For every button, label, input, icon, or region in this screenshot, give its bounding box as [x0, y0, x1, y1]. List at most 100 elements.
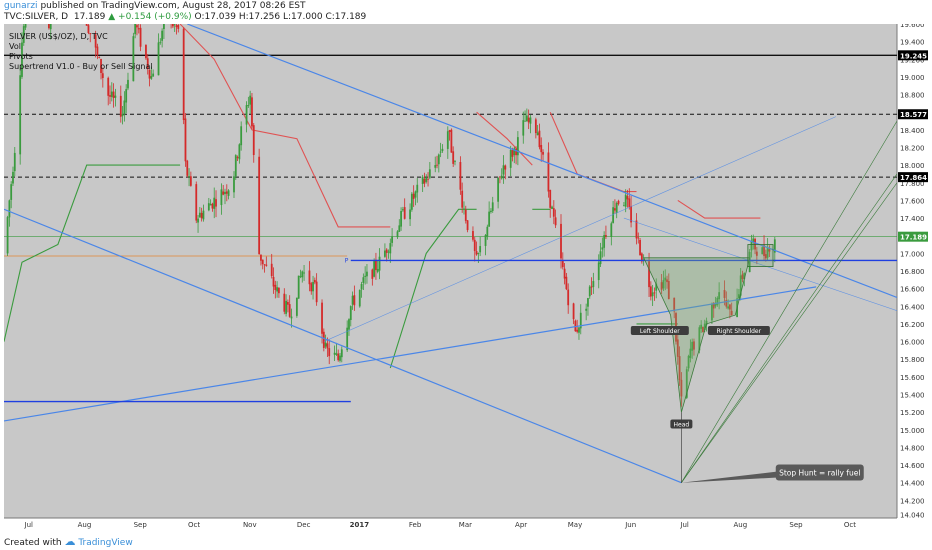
candle-body — [576, 329, 579, 332]
candle-body — [601, 247, 604, 250]
y-tick-label: 14.800 — [900, 444, 925, 452]
candle-body — [188, 176, 190, 177]
candle-body — [640, 253, 643, 262]
candle-body — [177, 25, 180, 29]
y-tick-label: 18.000 — [900, 162, 925, 170]
candle-body — [509, 149, 512, 168]
candle-body — [436, 164, 438, 166]
candle-body — [328, 348, 331, 357]
candle-body — [624, 194, 627, 207]
candle-body — [585, 308, 588, 311]
candle-body — [560, 223, 562, 259]
y-tick-label: 16.000 — [900, 339, 925, 347]
candle-body — [222, 191, 225, 195]
candle-body — [49, 24, 52, 30]
candle-body — [676, 339, 679, 357]
candle-body — [475, 251, 478, 255]
candle-body — [389, 243, 392, 254]
candle-body — [186, 160, 189, 176]
candle-body — [362, 277, 365, 284]
candle-body — [540, 145, 543, 153]
candle-body — [437, 154, 440, 165]
supertrend-line — [389, 208, 477, 369]
candle-body — [101, 73, 104, 78]
symbol-label: TVC:SILVER, D — [4, 12, 69, 22]
candle-body — [565, 276, 568, 290]
candle-body — [227, 190, 230, 196]
annotation-label: Right Shoulder — [717, 328, 762, 335]
candle-body — [107, 77, 110, 96]
candle-body — [260, 254, 262, 261]
annotation-badge — [670, 419, 693, 429]
instrument-title[interactable]: SILVER (US$/OZ), D, TVC — [9, 32, 108, 41]
candle-body — [184, 118, 187, 162]
callout-pointer — [681, 471, 778, 483]
candle-body — [617, 200, 620, 204]
candle-body — [136, 25, 138, 28]
candle-body — [312, 282, 314, 292]
price-level-tag — [898, 231, 928, 242]
trendline — [623, 217, 897, 311]
candle-body — [739, 275, 742, 296]
candle-body — [195, 184, 198, 221]
candle-body — [295, 297, 298, 316]
candle-body — [313, 279, 316, 283]
candle-body — [96, 46, 99, 56]
published-text: published on TradingView.com, August 28,… — [40, 1, 306, 11]
price-level-tag — [898, 109, 928, 120]
candle-body — [603, 235, 606, 248]
candle-body — [125, 89, 128, 103]
candle-body — [421, 176, 424, 184]
candle-body — [450, 129, 453, 153]
candle-body — [321, 302, 323, 334]
candle-body — [346, 327, 349, 351]
candle-body — [610, 223, 613, 237]
candle-body — [85, 24, 88, 26]
y-tick-label: 18.800 — [900, 92, 925, 100]
candle-body — [132, 36, 135, 82]
candle-body — [21, 42, 23, 77]
candle-body — [340, 349, 343, 358]
y-tick-label: 16.200 — [900, 321, 925, 329]
candle-body — [400, 211, 402, 227]
x-tick-label: Oct — [844, 521, 856, 529]
candle-body — [464, 209, 467, 221]
candle-body — [326, 343, 329, 349]
y-tick-label: 19.400 — [900, 39, 925, 47]
candle-body — [378, 256, 381, 271]
candle-body — [278, 287, 280, 294]
candle-body — [491, 202, 494, 211]
supertrend-indicator-label[interactable]: Supertrend V1.0 - Buy or Sell Signal — [9, 62, 153, 71]
fan-line — [681, 182, 897, 483]
candle-body — [461, 190, 464, 208]
candle-body — [412, 193, 415, 199]
plot-background — [4, 24, 897, 518]
candle-body — [626, 196, 629, 200]
candle-body — [552, 208, 555, 217]
volume-indicator-label[interactable]: Vol — [9, 42, 21, 51]
candle-body — [213, 197, 216, 209]
price-chart[interactable]: P Left Shoulder Head Right Shoulder Stop Hun… — [4, 24, 928, 530]
candle-body — [572, 303, 575, 320]
candle-body — [764, 254, 767, 259]
candle-body — [678, 356, 681, 381]
candle-body — [182, 28, 185, 120]
candle-body — [123, 100, 126, 114]
candle-body — [714, 302, 717, 307]
candle-body — [366, 271, 368, 277]
candle-body — [479, 246, 482, 253]
y-tick-label: 14.040 — [900, 511, 925, 519]
price-level-label: 17.189 — [900, 234, 927, 242]
candle-body — [687, 355, 690, 369]
author-link[interactable]: gunarzi — [4, 1, 38, 11]
open-value: O:17.039 — [194, 12, 236, 22]
candle-body — [466, 220, 469, 231]
pivots-indicator-label[interactable]: Pivots — [9, 52, 33, 61]
consolidation-box — [747, 244, 774, 267]
candle-body — [119, 95, 122, 117]
candle-body — [375, 259, 377, 271]
tradingview-brand[interactable]: TradingView — [78, 538, 133, 548]
candle-body — [173, 24, 176, 26]
y-tick-label: 17.600 — [900, 197, 925, 205]
candle-body — [563, 268, 566, 279]
